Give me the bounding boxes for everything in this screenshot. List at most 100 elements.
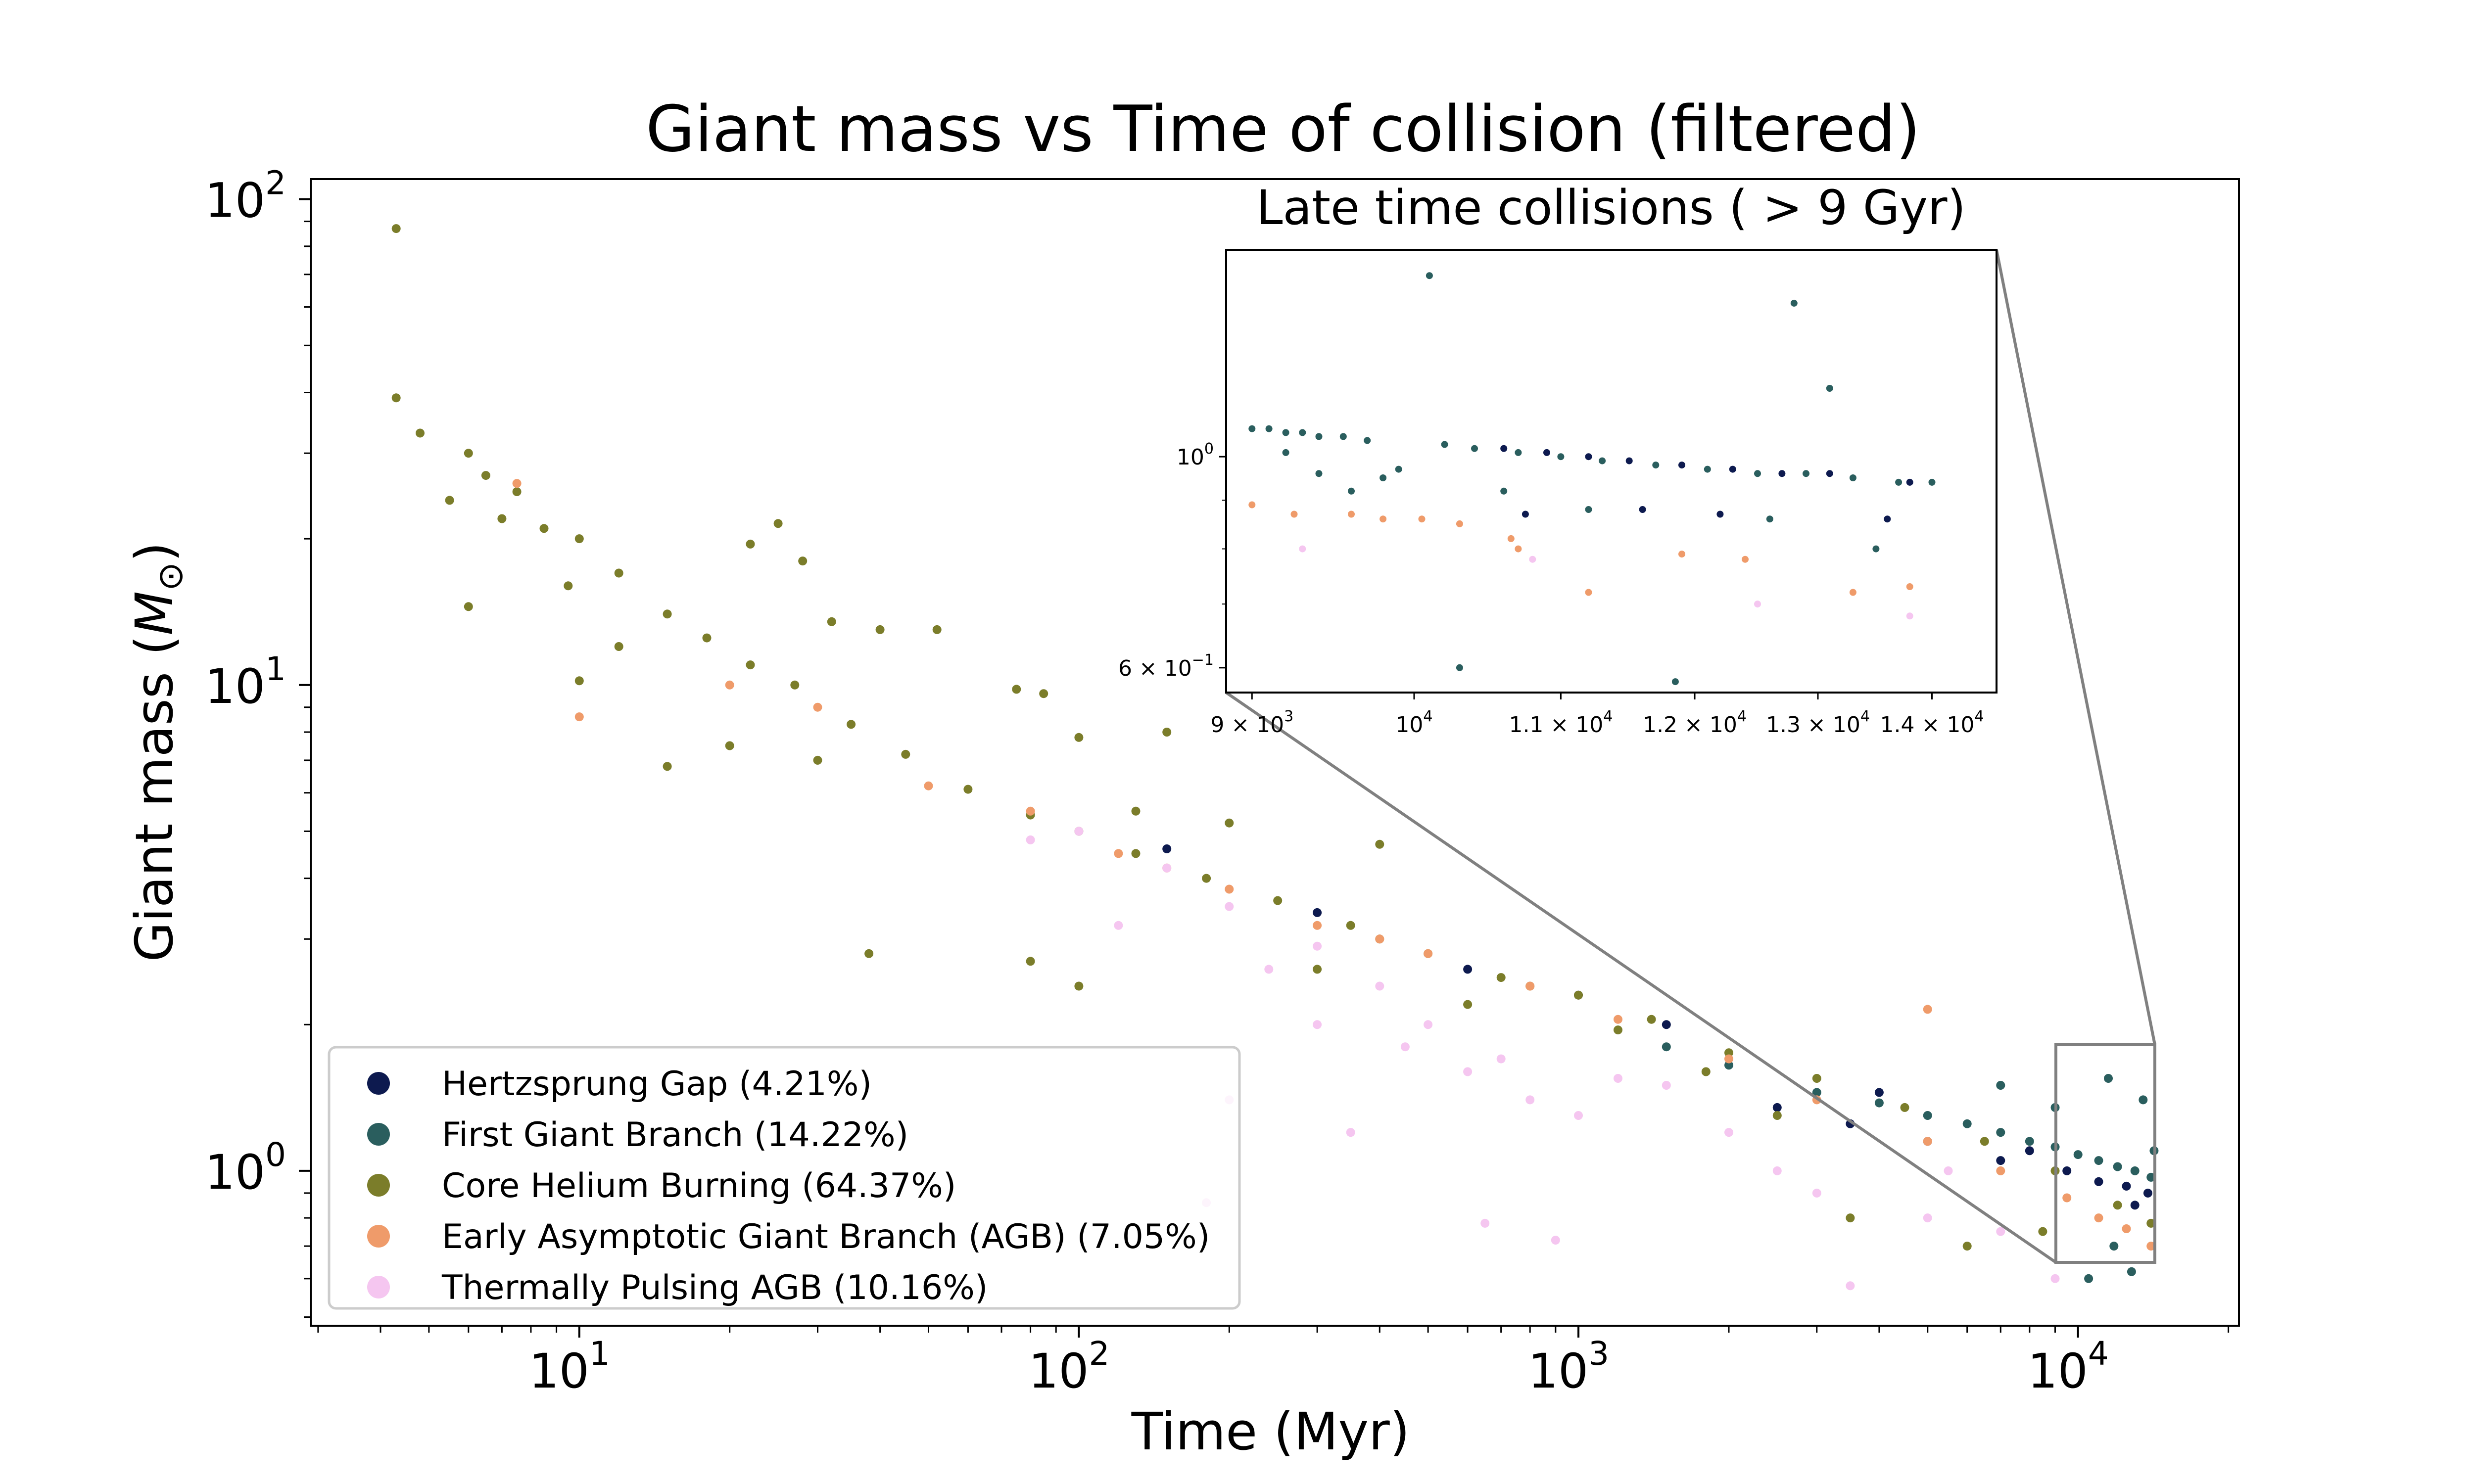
legend-marker-3 — [367, 1225, 390, 1248]
point-series-4-13 — [1724, 1128, 1733, 1137]
point-series-2-13 — [790, 680, 800, 690]
point-series-4-10 — [1574, 1111, 1583, 1120]
point-series-2-53 — [1772, 1111, 1782, 1120]
point-series-2-6 — [512, 487, 522, 496]
zoom-region-box — [2054, 1043, 2156, 1264]
inset-plot: 9 × 103 104 1.1 × 104 1.2 × 104 1.3 × 104 1.4… — [1118, 180, 1998, 738]
point-series-3-20 — [512, 479, 522, 488]
point-series-4-14 — [1772, 1166, 1782, 1175]
point-series-3-19 — [2146, 1242, 2156, 1251]
inset-x-ticks: 9 × 103 104 1.1 × 104 1.2 × 104 1.3 × 104 1.4… — [1210, 693, 1984, 738]
inset-point-0-4 — [1315, 433, 1323, 440]
x-tick-label-0: 101 — [529, 1335, 610, 1399]
point-series-2-33 — [2146, 1218, 2156, 1228]
point-series-2-57 — [574, 676, 584, 686]
legend-label-0: Hertzsprung Gap (4.21%) — [442, 1065, 872, 1104]
point-series-2-56 — [2038, 1227, 2047, 1236]
inset-points — [1248, 272, 1936, 686]
point-series-2-2 — [416, 428, 425, 438]
inset-point-2-3 — [1418, 515, 1426, 523]
point-series-2-3 — [445, 496, 454, 505]
inset-point-2-11 — [1380, 515, 1387, 523]
point-series-2-36 — [798, 556, 808, 566]
y-axis-label-suffix: ) — [124, 542, 185, 562]
point-series-0-1 — [1313, 908, 1322, 917]
point-series-4-16 — [1923, 1213, 1932, 1223]
point-series-2-44 — [1162, 728, 1172, 737]
point-series-2-11 — [702, 633, 712, 643]
point-series-4-9 — [1525, 1095, 1535, 1105]
inset-point-0-32 — [1872, 545, 1880, 553]
point-series-2-64 — [464, 602, 473, 611]
point-series-1-16 — [2084, 1274, 2093, 1283]
inset-point-0-0 — [1248, 425, 1256, 432]
point-series-2-42 — [1074, 733, 1084, 742]
point-series-2-4 — [464, 449, 473, 458]
inset-y-tick-label-1: 6 × 10−1 — [1118, 651, 1214, 681]
point-series-2-16 — [963, 785, 973, 794]
point-series-2-15 — [901, 749, 910, 759]
inset-point-2-12 — [1515, 545, 1522, 553]
legend-marker-2 — [367, 1174, 390, 1197]
legend-marker-1 — [367, 1123, 390, 1146]
inset-point-0-27 — [1282, 449, 1289, 456]
point-series-3-14 — [1923, 1137, 1932, 1146]
point-series-2-52 — [1701, 1067, 1711, 1076]
inset-point-2-4 — [1456, 520, 1463, 527]
point-series-3-10 — [1614, 1015, 1622, 1024]
inset-point-2-5 — [1507, 535, 1515, 542]
main-x-ticks: 101 102 103 104 — [317, 1326, 2230, 1399]
point-series-4-24 — [1944, 1166, 1953, 1175]
point-series-4-17 — [1996, 1227, 2005, 1236]
point-series-1-18 — [2109, 1242, 2119, 1251]
point-series-3-5 — [1114, 849, 1123, 858]
point-series-4-7 — [1463, 1067, 1473, 1076]
point-series-0-5 — [1772, 1103, 1782, 1112]
point-series-4-23 — [1846, 1281, 1855, 1291]
legend-marker-0 — [367, 1072, 390, 1095]
inset-point-0-21 — [1826, 385, 1833, 392]
point-series-2-35 — [773, 519, 783, 528]
point-series-4-4 — [1313, 941, 1322, 951]
inset-point-1-0 — [1543, 449, 1550, 456]
point-series-3-13 — [1923, 1005, 1932, 1014]
inset-point-2-8 — [1742, 556, 1749, 563]
point-series-1-4 — [1923, 1111, 1932, 1120]
inset-point-0-26 — [1380, 474, 1387, 481]
point-series-2-55 — [1962, 1242, 1972, 1251]
point-series-2-40 — [1012, 685, 1021, 694]
point-series-3-8 — [1424, 949, 1433, 958]
inset-point-2-10 — [1906, 583, 1913, 590]
inset-point-0-8 — [1471, 445, 1478, 452]
point-series-2-63 — [663, 762, 672, 771]
point-series-2-65 — [497, 514, 507, 523]
point-series-1-15 — [2139, 1095, 2148, 1105]
point-series-1-1 — [1724, 1061, 1733, 1070]
point-series-2-60 — [864, 949, 874, 958]
inset-point-0-19 — [1426, 272, 1433, 279]
inset-point-0-7 — [1441, 441, 1448, 448]
inset-point-0-20 — [1790, 299, 1798, 307]
inset-point-0-6 — [1364, 437, 1371, 444]
inset-point-0-18 — [1928, 478, 1936, 486]
inset-point-0-17 — [1895, 478, 1903, 486]
y-axis-label-symbol: M — [124, 591, 185, 636]
inset-point-3-3 — [1906, 612, 1913, 620]
point-series-2-29 — [1900, 1103, 1909, 1112]
point-series-2-46 — [1375, 839, 1384, 849]
inset-point-1-1 — [1585, 453, 1592, 461]
legend-box — [328, 1046, 1241, 1310]
inset-point-1-5 — [1778, 470, 1786, 477]
inset-x-tick-label-0: 9 × 103 — [1210, 708, 1293, 738]
inset-point-1-4 — [1729, 465, 1736, 473]
point-series-2-67 — [614, 642, 623, 651]
inset-point-0-22 — [1456, 664, 1463, 671]
point-series-0-12 — [2143, 1188, 2152, 1198]
point-series-3-17 — [2094, 1213, 2103, 1223]
point-series-2-49 — [1463, 1000, 1473, 1009]
legend-label-1: First Giant Branch (14.22%) — [442, 1115, 908, 1155]
point-series-2-7 — [539, 524, 549, 533]
point-series-0-15 — [2130, 1201, 2140, 1210]
zoom-connector-line — [1995, 249, 2156, 1045]
point-series-3-18 — [2122, 1224, 2131, 1233]
